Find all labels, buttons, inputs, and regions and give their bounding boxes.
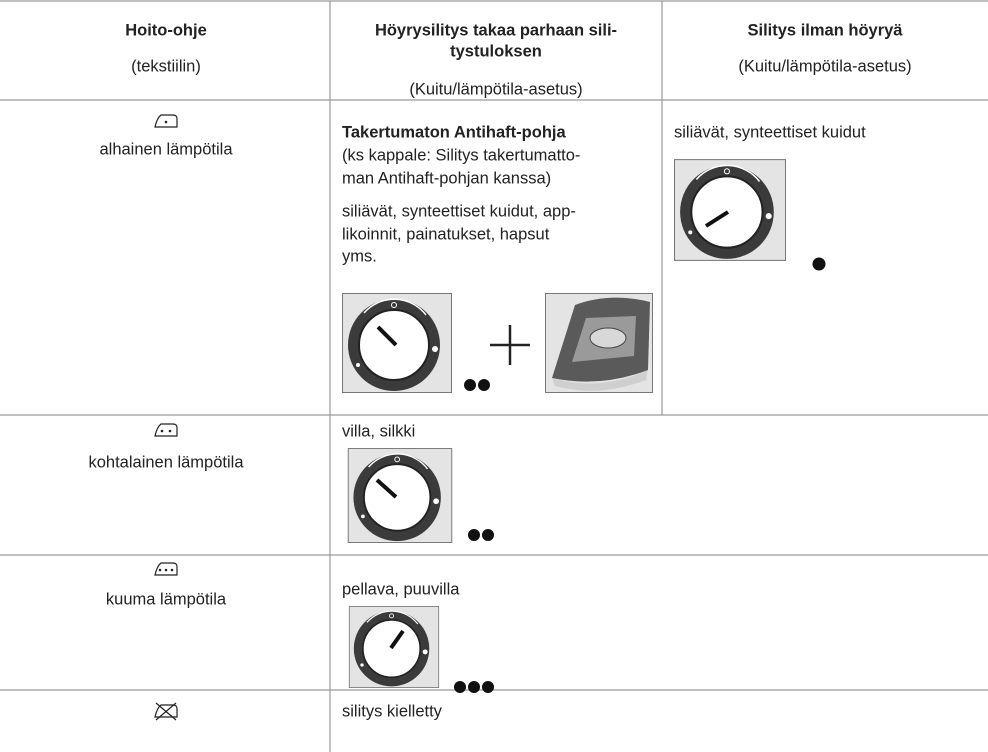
care-symbol [154,702,178,721]
column-subtitle: (Kuitu/lämpötila-asetus) [738,57,911,75]
fabrics: silitys kielletty [342,702,443,720]
iron-image [545,293,653,393]
dial-image [342,293,452,393]
care-label: kuuma lämpötila [106,590,227,608]
dial-image [348,606,440,688]
column-title: Hoito-ohje [125,21,207,39]
dial-image [347,448,453,543]
dial-image [674,158,786,262]
note: (ks kappale: Silitys takertumatto- [342,146,580,164]
plus [490,325,530,365]
care-symbol [154,562,178,576]
care-label: kohtalainen lämpötila [88,453,244,471]
setting-dots [812,257,826,271]
column-subtitle: (tekstiilin) [131,57,201,75]
note: man Antihaft-pohjan kanssa) [342,169,551,187]
column-subtitle: (Kuitu/lämpötila-asetus) [409,80,582,98]
fabrics: siliävät, synteettiset kuidut [674,123,866,141]
setting-dots [454,681,494,693]
fabrics: villa, silkki [342,422,415,440]
care-symbol [154,423,178,437]
column-title: tystuloksen [450,42,542,60]
care-symbol [154,114,178,128]
fabrics: siliävät, synteettiset kuidut, app- [342,202,576,220]
fabrics: likoinnit, painatukset, hapsut [342,225,550,243]
column-title: Höyrysilitys takaa parhaan sili- [375,21,617,39]
heading: Takertumaton Antihaft-pohja [342,123,566,141]
fabrics: pellava, puuvilla [342,580,460,598]
setting-dots [468,529,494,541]
care-label: alhainen lämpötila [99,140,233,158]
column-title: Silitys ilman höyryä [748,21,904,39]
setting-dots [464,379,490,391]
fabrics: yms. [342,247,377,265]
